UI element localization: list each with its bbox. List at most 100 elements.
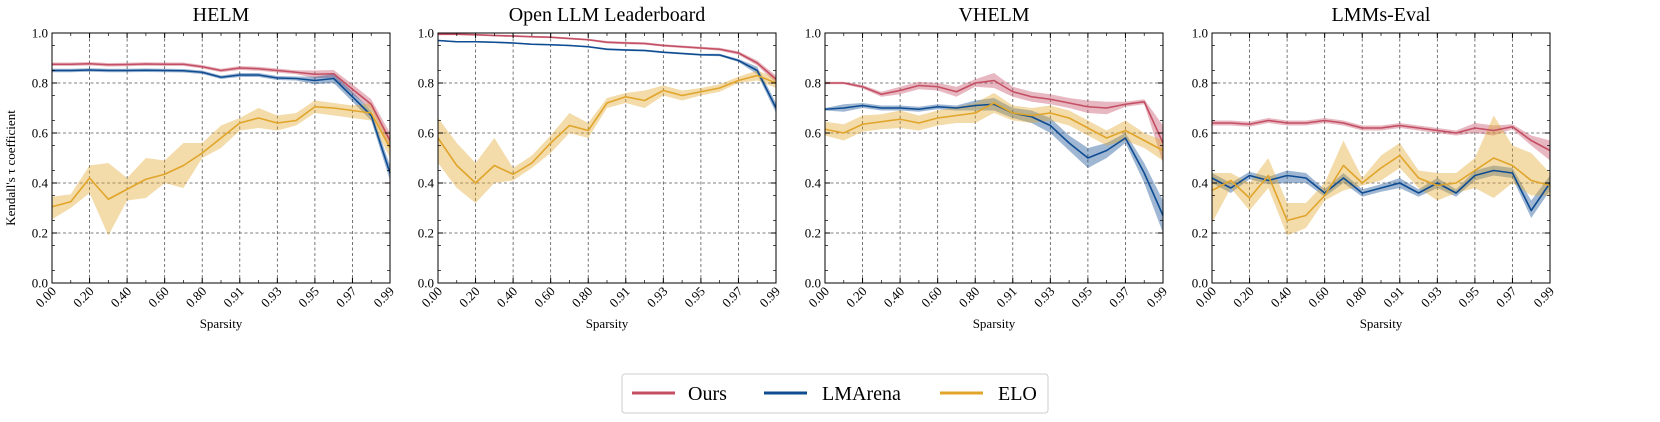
- x-axis-label: Sparsity: [1360, 316, 1403, 331]
- y-tick-label: 0.4: [32, 176, 49, 191]
- legend-label-elo: ELO: [998, 383, 1037, 405]
- band-elo: [438, 70, 776, 203]
- line-elo: [51, 105, 391, 208]
- x-tick-label: 0.99: [1530, 284, 1557, 311]
- y-tick-label: 1.0: [418, 26, 434, 41]
- x-axis-label: Sparsity: [586, 316, 629, 331]
- x-tick-label: 0.97: [333, 283, 360, 310]
- y-tick-label: 0.0: [1192, 276, 1208, 291]
- x-tick-label: 0.97: [1493, 283, 1520, 310]
- panel-title: Open LLM Leaderboard: [509, 4, 706, 26]
- x-axis-label: Sparsity: [973, 316, 1016, 331]
- band-ours: [1212, 118, 1550, 161]
- x-axis-label: Sparsity: [200, 316, 243, 331]
- y-tick-label: 0.6: [805, 126, 822, 141]
- line-lmarena: [52, 69, 391, 174]
- line-lmarena: [1211, 169, 1551, 212]
- x-tick-label: 0.93: [644, 284, 671, 311]
- y-tick-label: 0.0: [805, 276, 821, 291]
- x-tick-label: 0.91: [1380, 284, 1407, 311]
- legend-box: [621, 373, 1049, 414]
- y-tick-label: 0.0: [32, 276, 48, 291]
- legend-label-ours: Ours: [688, 383, 727, 405]
- x-tick-label: 0.91: [993, 284, 1020, 311]
- x-tick-label: 0.95: [681, 284, 708, 311]
- y-tick-label: 0.6: [418, 126, 435, 141]
- band-ours: [438, 33, 776, 83]
- x-tick-label: 0.40: [494, 284, 521, 311]
- x-tick-label: 0.40: [1268, 284, 1295, 311]
- line-ours: [52, 62, 391, 141]
- x-tick-label: 0.93: [1031, 284, 1058, 311]
- x-tick-label: 0.20: [1230, 284, 1257, 311]
- band-elo: [52, 100, 390, 236]
- y-tick-label: 1.0: [1192, 26, 1208, 41]
- panel-title: VHELM: [958, 4, 1029, 26]
- x-tick-label: 0.97: [719, 283, 746, 310]
- line-elo: [824, 102, 1164, 152]
- x-tick-label: 0.99: [756, 284, 783, 311]
- y-tick-label: 1.0: [805, 26, 821, 41]
- y-tick-label: 0.2: [32, 226, 48, 241]
- y-tick-label: 0.4: [805, 176, 822, 191]
- x-tick-label: 0.60: [1305, 284, 1332, 311]
- y-tick-label: 0.8: [418, 76, 434, 91]
- y-tick-label: 0.2: [805, 226, 821, 241]
- x-tick-label: 0.60: [145, 284, 172, 311]
- x-tick-label: 0.93: [1418, 284, 1445, 311]
- x-tick-label: 0.95: [1455, 284, 1482, 311]
- y-tick-label: 1.0: [32, 26, 48, 41]
- x-tick-label: 0.20: [456, 284, 483, 311]
- line-lmarena: [824, 103, 1164, 216]
- line-ours: [1212, 119, 1551, 152]
- x-tick-label: 0.80: [569, 284, 596, 311]
- band-elo: [825, 93, 1163, 161]
- x-tick-label: 0.80: [183, 284, 210, 311]
- x-tick-label: 0.97: [1106, 283, 1133, 310]
- x-tick-label: 0.60: [531, 284, 558, 311]
- y-tick-label: 0.0: [418, 276, 434, 291]
- x-tick-label: 0.99: [370, 284, 397, 311]
- y-tick-label: 0.2: [418, 226, 434, 241]
- line-elo: [437, 74, 777, 184]
- line-ours: [825, 79, 1164, 144]
- axes-frame: [824, 32, 1164, 284]
- x-tick-label: 0.91: [220, 284, 247, 311]
- panel-title: LMMs-Eval: [1332, 4, 1431, 26]
- x-tick-label: 0.80: [1343, 284, 1370, 311]
- band-lmarena: [1212, 165, 1550, 218]
- x-tick-label: 0.20: [843, 284, 870, 311]
- legend: Ours LMArena ELO: [621, 373, 1049, 414]
- x-tick-label: 0.93: [258, 284, 285, 311]
- band-elo: [1212, 115, 1550, 236]
- y-axis-label: Kendall's τ coefficient: [3, 110, 18, 226]
- y-tick-label: 0.4: [418, 176, 435, 191]
- y-tick-label: 0.8: [1192, 76, 1208, 91]
- y-tick-label: 0.4: [1192, 176, 1209, 191]
- panel-1: Open LLM Leaderboard 0.0 0.2 0.4 0.6 0.8 1.0 0.…: [418, 4, 783, 331]
- x-tick-label: 0.80: [956, 284, 983, 311]
- y-tick-label: 0.2: [1192, 226, 1208, 241]
- y-tick-label: 0.8: [805, 76, 821, 91]
- x-tick-label: 0.60: [918, 284, 945, 311]
- x-tick-label: 0.40: [108, 284, 135, 311]
- line-elo: [1211, 154, 1551, 222]
- y-tick-label: 0.8: [32, 76, 48, 91]
- line-lmarena: [437, 39, 777, 109]
- y-tick-label: 0.6: [32, 126, 49, 141]
- x-tick-label: 0.91: [606, 284, 633, 311]
- y-tick-label: 0.6: [1192, 126, 1209, 141]
- x-tick-label: 0.20: [70, 284, 97, 311]
- panel-title: HELM: [193, 4, 250, 26]
- x-tick-label: 0.99: [1143, 284, 1170, 311]
- x-tick-label: 0.95: [1068, 284, 1095, 311]
- legend-label-lmarena: LMArena: [822, 383, 901, 405]
- x-tick-label: 0.95: [295, 284, 322, 311]
- x-tick-label: 0.40: [881, 284, 908, 311]
